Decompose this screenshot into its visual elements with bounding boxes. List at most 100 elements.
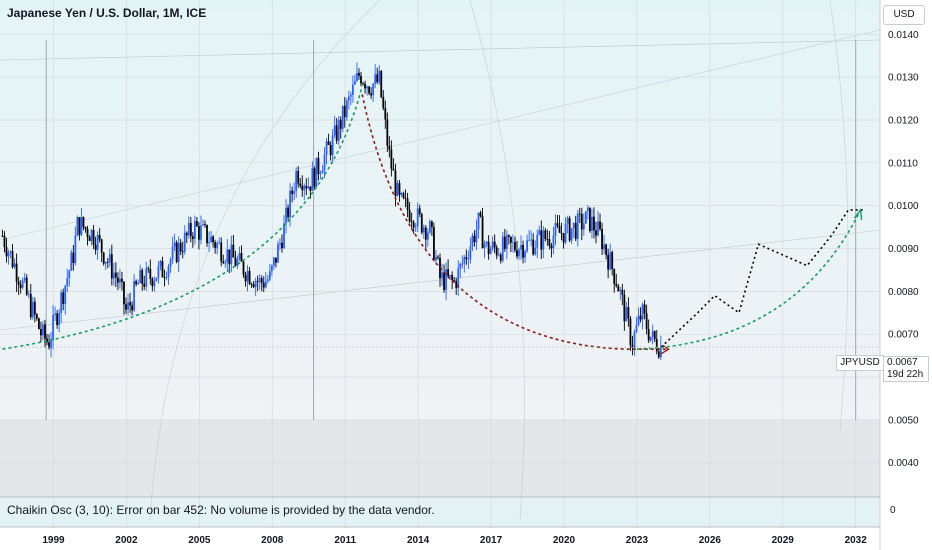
candle-body	[129, 302, 131, 306]
candle-body	[35, 314, 38, 319]
candle-body	[491, 241, 494, 249]
candle-body	[526, 240, 529, 252]
candle-body	[117, 277, 119, 283]
candle-body	[595, 230, 597, 236]
candle-body	[455, 280, 458, 289]
candle-body	[339, 119, 342, 129]
candle-body	[396, 183, 399, 197]
y-tick-label: 0.0050	[888, 415, 919, 426]
x-tick-label: 1999	[42, 535, 65, 546]
candle-body	[589, 207, 591, 231]
candle-body	[76, 217, 79, 236]
candle-body	[349, 94, 352, 97]
candle-body	[17, 281, 20, 285]
candle-body	[200, 225, 202, 240]
candle-body	[137, 283, 140, 285]
candle-body	[512, 242, 514, 243]
candle-body	[29, 293, 32, 318]
candle-body	[291, 190, 294, 195]
candle-body	[623, 294, 626, 322]
red-curve	[361, 94, 669, 350]
candle-body	[285, 207, 287, 224]
candle-body	[108, 254, 111, 263]
candle-body	[505, 235, 508, 249]
y-tick-label: 0.0100	[888, 201, 919, 212]
candle-body	[309, 186, 312, 191]
candle-body	[528, 239, 531, 241]
candle-body	[198, 226, 200, 240]
candle-body	[449, 274, 452, 277]
candle-body	[173, 242, 176, 247]
candle-body	[7, 252, 10, 257]
candle-body	[145, 268, 148, 287]
candle-body	[534, 247, 537, 255]
candle-body	[230, 244, 233, 265]
candle-body	[360, 75, 362, 84]
y-tick-label: 0.0110	[888, 158, 918, 169]
candle-body	[378, 70, 381, 83]
candle-body	[546, 238, 549, 240]
candle-body	[161, 260, 164, 278]
candle-body	[574, 222, 577, 239]
candle-body	[179, 242, 182, 252]
candle-body	[297, 170, 300, 184]
candle-body	[236, 259, 239, 266]
candle-body	[25, 277, 28, 295]
candle-body	[175, 242, 178, 262]
candle-body	[536, 234, 539, 248]
candle-body	[315, 157, 318, 187]
candle-body	[220, 242, 223, 262]
candle-body	[463, 257, 466, 264]
candle-body	[48, 342, 50, 349]
green-curve-right	[636, 209, 862, 350]
symbol-price-label: JPYUSD	[836, 355, 884, 371]
currency-unit-button[interactable]: USD	[883, 5, 925, 25]
candle-body	[374, 74, 377, 84]
candle-body	[189, 222, 192, 237]
candle-body	[204, 224, 206, 226]
candle-body	[530, 239, 533, 241]
y-tick-label: 0.0080	[888, 287, 919, 298]
candle-body	[299, 183, 302, 186]
candle-body	[532, 239, 535, 255]
candle-body	[343, 105, 346, 118]
oscillator-pane-background	[0, 497, 880, 527]
y-tick-label: 0.0140	[888, 30, 919, 41]
candle-body	[489, 248, 492, 254]
candle-body	[234, 257, 237, 266]
candle-body	[362, 83, 364, 85]
candle-body	[372, 83, 375, 96]
candle-body	[54, 313, 57, 316]
candle-body	[637, 315, 640, 325]
candle-body	[497, 254, 500, 256]
candle-body	[510, 236, 512, 243]
oscillator-axis-value: 0	[890, 505, 896, 516]
candle-body	[311, 168, 314, 191]
candle-body	[208, 242, 210, 244]
candle-body	[147, 268, 150, 270]
candle-body	[556, 223, 559, 226]
candle-body	[301, 185, 304, 191]
candle-body	[177, 242, 180, 262]
candle-body	[398, 183, 401, 195]
candle-body	[96, 235, 99, 250]
candle-body	[248, 270, 251, 285]
green-curve-left	[2, 85, 363, 350]
candle-body	[110, 254, 113, 279]
candle-body	[522, 245, 524, 258]
candle-body	[451, 274, 454, 281]
candle-body	[72, 252, 75, 264]
candle-body	[143, 283, 146, 287]
candle-body	[410, 221, 413, 223]
candle-body	[21, 280, 24, 288]
fan-line	[0, 29, 881, 241]
candle-body	[376, 74, 379, 83]
candle-body	[52, 315, 54, 341]
candle-body	[485, 241, 488, 244]
candle-body	[305, 185, 308, 189]
candle-body	[538, 230, 541, 235]
candle-body	[611, 252, 614, 270]
y-tick-label: 0.0070	[888, 330, 919, 341]
candle-body	[133, 281, 136, 311]
